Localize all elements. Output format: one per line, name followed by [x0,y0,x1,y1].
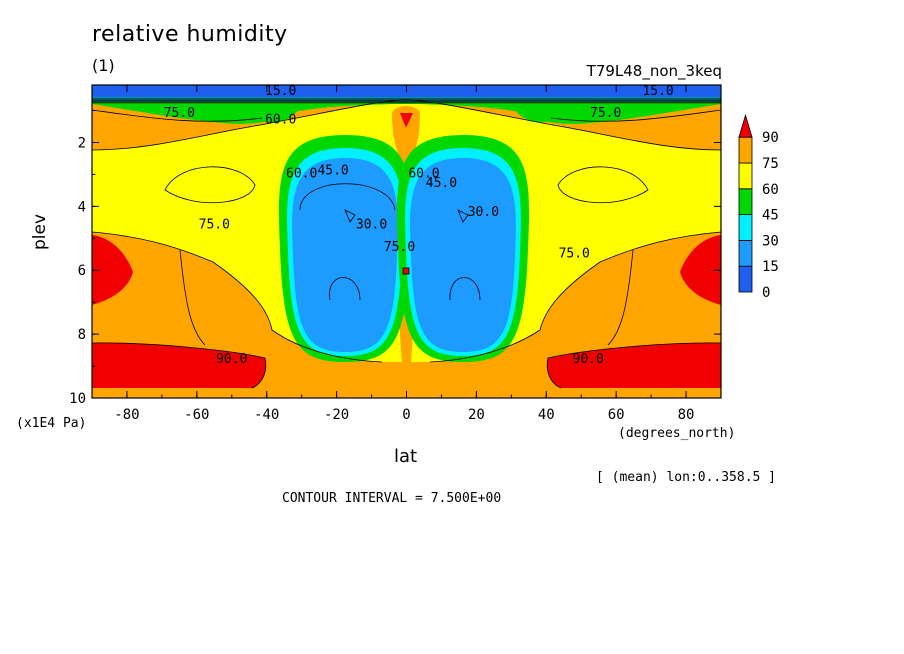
center-cap [392,106,420,162]
blob-90-left [92,235,133,305]
contour-line-15 [449,277,481,301]
y-tick-label-4: 10 [69,391,86,407]
averaging-note: [ (mean) lon:0..358.5 ] [596,470,777,485]
x-axis: -80 -60 -40 -20 0 20 40 60 80 [91,85,722,423]
contour-labels: 15.0 15.075.0 75.060.060.0 45.0 60.045.030.0… [164,84,674,367]
x-axis-units: (degrees_north) [618,426,736,441]
colorbar-segment-5 [738,136,753,164]
contour-label-1: 15.0 [642,84,673,99]
x-tick-label-6: 40 [538,407,555,423]
x-axis-label: lat [394,446,418,467]
band-45-60-top [92,100,721,124]
contour-label-0: 15.0 [265,84,296,99]
contour-label-12: 75.0 [199,218,230,233]
contour-label-7: 60.0 [408,167,439,182]
dry-lobe-band-2 [292,158,398,352]
x-tick-label-7: 60 [608,407,625,423]
x-tick-label-3: -20 [324,407,349,423]
contour-line-9 [91,109,263,122]
contour-line-13 [344,209,356,223]
colorbar-segment-1 [738,239,753,267]
x-tick-label-4: 0 [402,407,410,423]
contour-label-14: 90.0 [216,352,247,367]
contour-label-8: 45.0 [426,176,457,191]
colorbar-label-6: 90 [762,130,779,146]
colorbar-arrow [738,113,753,138]
contour-lines [91,97,722,389]
contour-label-5: 60.0 [286,167,317,182]
contour-label-15: 90.0 [573,352,604,367]
y-axis-units: (x1E4 Pa) [16,416,87,431]
green-tongue-right [513,108,573,123]
center-red-dot [402,267,410,275]
top-red-spot [400,113,413,128]
colorbar-segment-4 [738,162,753,190]
chart-subtitle: (1) [92,56,115,75]
y-tick-label-2: 6 [78,263,86,279]
contour-line-10 [550,109,722,122]
colorbar-segment-2 [738,214,753,241]
contour-line-12 [329,277,361,301]
contour-label-2: 75.0 [164,106,195,121]
contour-line-5 [164,166,256,204]
run-label: T79L48_non_3keq [586,62,722,80]
colorbar-label-1: 15 [762,259,779,275]
band-90-left [92,342,266,388]
y-axis: 2 4 6 8 10 [69,110,721,407]
contour-label-6: 45.0 [317,163,348,178]
colorbar-label-4: 60 [762,182,779,198]
contour-line-2 [429,231,722,363]
contour-line-4 [546,342,722,389]
contour-interval: CONTOUR INTERVAL = 7.500E+00 [282,491,502,506]
colorbar-segment-3 [738,188,753,216]
band-90-right [547,342,721,388]
colorbar-label-3: 45 [762,208,779,224]
contour-line-3 [91,342,267,389]
colorbar: 0 15 30 45 60 75 90 [738,113,779,301]
green-tongue-left [240,108,300,123]
contour-label-9: 30.0 [356,218,387,233]
x-tick-label-5: 20 [468,407,485,423]
y-tick-label-0: 2 [78,135,86,151]
colorbar-label-0: 0 [762,285,770,301]
contour-line-1 [91,231,383,363]
colorbar-segment-0 [738,265,753,293]
blob-90-right [680,235,721,305]
contour-line-7 [179,249,206,346]
contour-line-14 [457,209,469,223]
x-tick-label-0: -80 [114,407,139,423]
chart-title: relative humidity [92,22,288,47]
contour-label-4: 60.0 [265,112,296,127]
contour-label-11: 75.0 [384,240,415,255]
x-tick-label-8: 80 [678,407,695,423]
y-tick-label-3: 8 [78,327,86,343]
contour-line-8 [607,249,634,346]
dry-lobe-band-5 [410,158,516,352]
colorbar-label-2: 30 [762,233,779,249]
contour-label-10: 30.0 [468,205,499,220]
contour-line-6 [557,166,649,204]
x-tick-label-1: -60 [184,407,209,423]
x-tick-label-2: -40 [254,407,279,423]
colorbar-label-5: 75 [762,156,779,172]
y-tick-label-1: 4 [78,199,86,215]
contour-label-13: 75.0 [559,246,590,261]
contour-label-3: 75.0 [590,106,621,121]
